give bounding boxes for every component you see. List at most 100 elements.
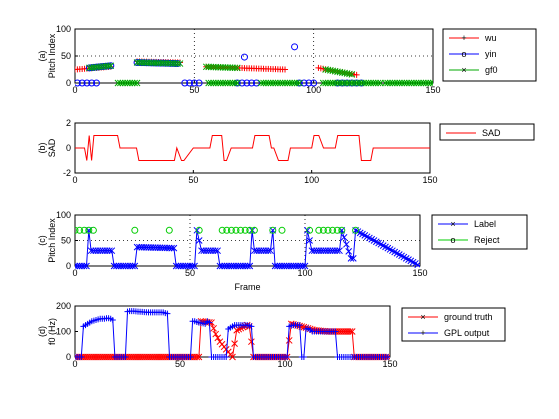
series-marker bbox=[109, 317, 116, 324]
x-tick-label: 150 bbox=[382, 359, 397, 369]
y-tick-label: 50 bbox=[61, 51, 71, 61]
series-marker bbox=[401, 79, 408, 87]
series-group bbox=[75, 135, 430, 161]
series-marker bbox=[170, 244, 178, 252]
x-tick-label: 50 bbox=[189, 85, 199, 95]
series-marker bbox=[222, 79, 229, 87]
series-marker bbox=[319, 226, 327, 234]
series-marker bbox=[240, 53, 248, 61]
series-marker bbox=[341, 79, 349, 87]
y-tick-label: 50 bbox=[61, 236, 71, 246]
series-marker bbox=[131, 226, 139, 234]
series-marker bbox=[226, 79, 234, 87]
series-marker bbox=[78, 354, 85, 360]
series-marker bbox=[405, 79, 413, 87]
legend-label: Label bbox=[474, 219, 496, 229]
series-marker bbox=[417, 79, 425, 87]
series-marker bbox=[191, 262, 198, 270]
series-marker bbox=[195, 353, 203, 361]
legend-label: ground truth bbox=[444, 312, 493, 322]
series-marker bbox=[83, 262, 90, 270]
y-tick-label: -2 bbox=[63, 168, 71, 178]
series-marker bbox=[429, 79, 433, 87]
series-marker bbox=[119, 79, 127, 87]
series-marker bbox=[88, 79, 96, 87]
series-marker bbox=[408, 79, 415, 87]
series-marker bbox=[83, 79, 91, 87]
panel-4: 0 50 100 150 0 100 200 (d)f0 (Hz) bbox=[37, 301, 398, 369]
series-marker bbox=[205, 79, 213, 87]
series-marker bbox=[348, 328, 356, 335]
series-marker bbox=[362, 79, 370, 87]
series-marker bbox=[193, 226, 201, 234]
series-marker bbox=[219, 79, 227, 87]
series-marker bbox=[372, 79, 380, 87]
series-marker bbox=[257, 79, 265, 87]
series-marker bbox=[114, 79, 122, 87]
series-marker bbox=[333, 247, 341, 255]
legend-2: SAD bbox=[439, 123, 535, 141]
series-marker bbox=[391, 79, 399, 87]
y-axis-label: (d)f0 (Hz) bbox=[37, 318, 57, 345]
series-marker bbox=[346, 328, 354, 335]
series-marker bbox=[410, 79, 418, 87]
series-marker bbox=[237, 226, 245, 234]
series-marker bbox=[319, 79, 327, 87]
series-marker bbox=[206, 319, 213, 326]
series-marker bbox=[369, 79, 377, 87]
series-marker bbox=[286, 79, 294, 87]
series-marker bbox=[352, 226, 360, 234]
series-marker bbox=[358, 79, 365, 87]
series-marker bbox=[233, 64, 241, 72]
legend-4: × ground truth + GPL output bbox=[401, 307, 506, 342]
series-marker bbox=[229, 79, 236, 87]
legend-box bbox=[401, 307, 506, 342]
x-tick-label: 150 bbox=[412, 268, 427, 278]
series-marker bbox=[269, 226, 277, 234]
series-marker bbox=[195, 79, 203, 87]
legend-marker: o bbox=[461, 49, 466, 59]
series-marker bbox=[244, 262, 251, 270]
series-marker bbox=[105, 62, 112, 70]
series-marker bbox=[260, 79, 267, 87]
series-group bbox=[75, 43, 433, 87]
series-marker bbox=[85, 226, 93, 234]
series-marker bbox=[353, 71, 360, 78]
series-marker bbox=[174, 60, 181, 67]
legend-marker: + bbox=[461, 33, 466, 43]
x-tick-label: 50 bbox=[175, 359, 185, 369]
legend-label: yin bbox=[485, 49, 497, 59]
series-marker bbox=[214, 334, 222, 342]
x-tick-label: 50 bbox=[188, 175, 198, 185]
series-marker bbox=[279, 79, 286, 87]
series-marker bbox=[327, 79, 334, 87]
series-marker bbox=[300, 354, 307, 360]
series-marker bbox=[212, 330, 220, 338]
series-marker bbox=[232, 226, 240, 234]
x-axis-label: Frame bbox=[234, 282, 260, 292]
x-tick-label: 150 bbox=[422, 175, 437, 185]
series-marker bbox=[223, 354, 230, 360]
series-marker bbox=[324, 79, 332, 87]
legend-label: gf0 bbox=[485, 65, 498, 75]
legend-label: SAD bbox=[482, 128, 501, 138]
series-marker bbox=[231, 340, 238, 347]
series-marker bbox=[248, 226, 256, 234]
series-marker bbox=[75, 79, 81, 87]
legend-marker: + bbox=[420, 328, 425, 338]
series-marker bbox=[78, 79, 86, 87]
series-marker bbox=[212, 79, 220, 87]
series-marker bbox=[274, 79, 282, 87]
series-marker bbox=[267, 79, 275, 87]
legend-3: × Label o Reject bbox=[431, 214, 528, 250]
series-marker bbox=[360, 79, 368, 87]
series-marker bbox=[195, 226, 203, 234]
y-tick-label: 0 bbox=[66, 352, 71, 362]
series-marker bbox=[231, 64, 239, 72]
series-marker bbox=[195, 237, 203, 244]
series-line-SAD bbox=[75, 135, 430, 161]
series-marker bbox=[291, 43, 299, 51]
series-marker bbox=[346, 79, 353, 87]
